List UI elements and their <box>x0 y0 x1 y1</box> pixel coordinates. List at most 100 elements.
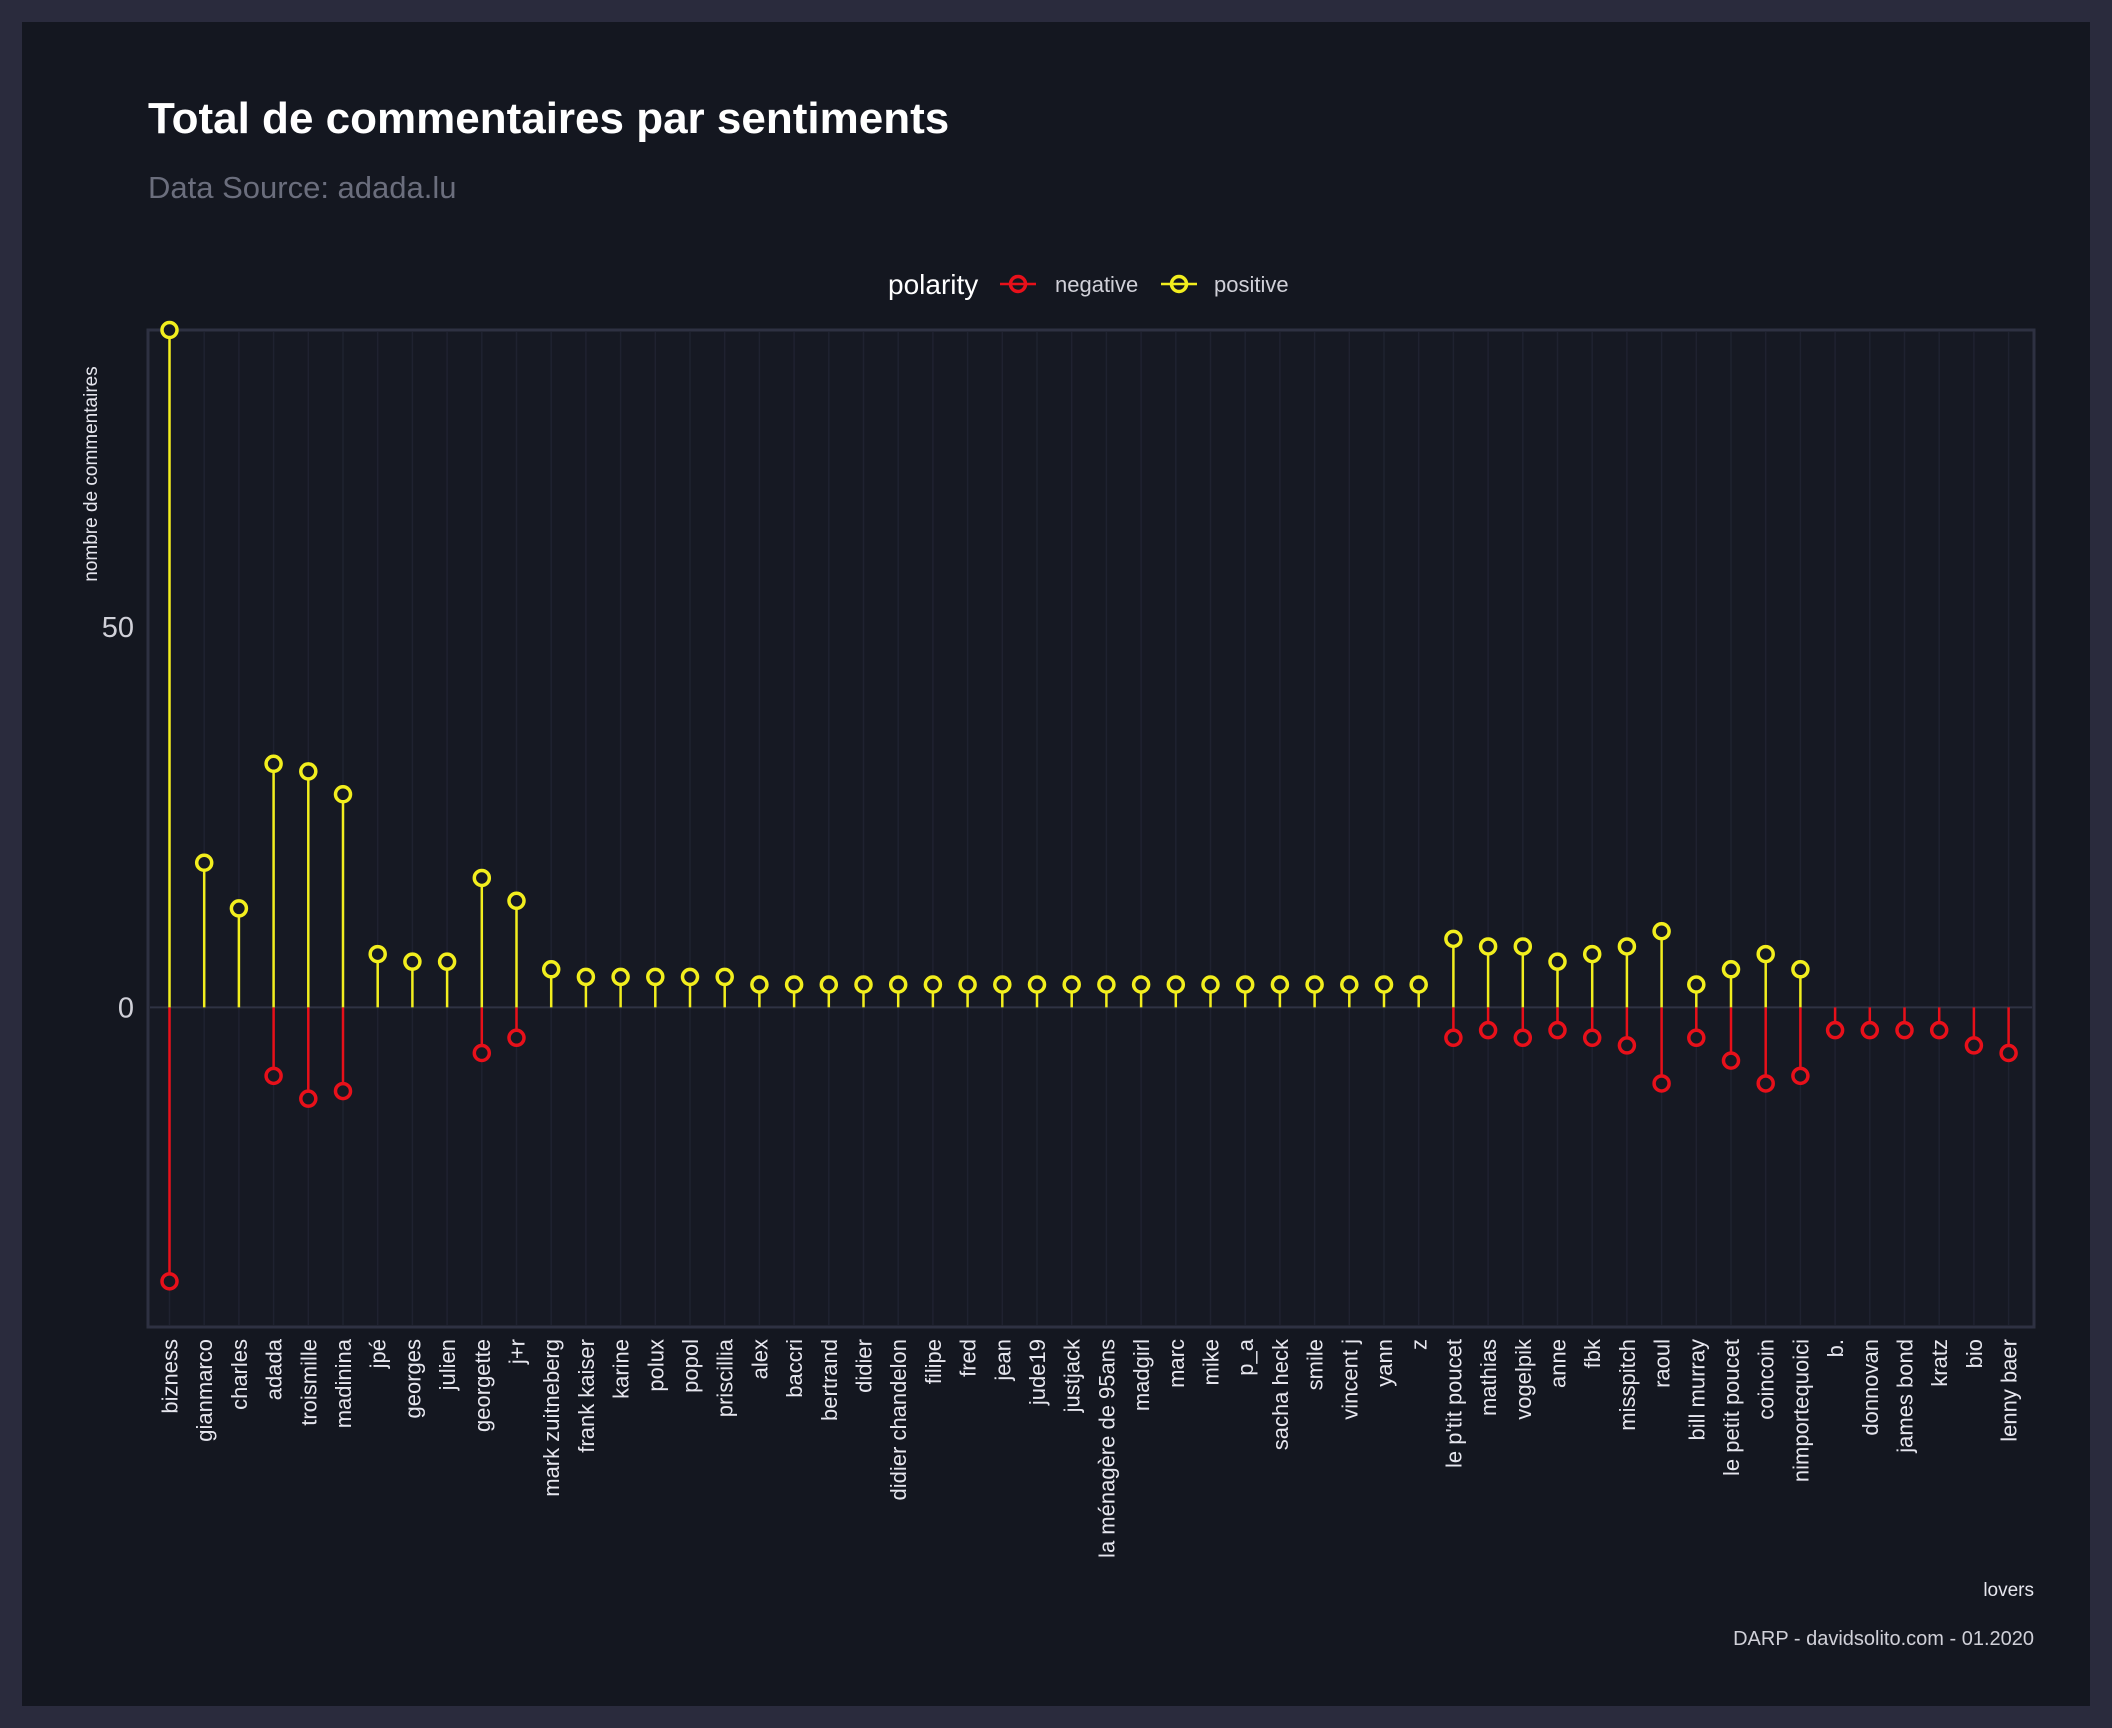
point-negative <box>1756 1074 1775 1093</box>
point-negative <box>1478 1020 1498 1040</box>
point-positive <box>1340 975 1359 994</box>
x-tick-label: frank kaiser <box>574 1339 599 1453</box>
x-tick-label: bill murray <box>1684 1339 1709 1440</box>
point-positive <box>784 975 804 994</box>
x-tick-label: charles <box>227 1339 252 1410</box>
x-tick-label: jude19 <box>1025 1339 1050 1406</box>
x-tick-label: le p'tit poucet <box>1441 1339 1466 1468</box>
plot-panel: 0 50 bizness gianmarco charles adada troismil… <box>102 320 2036 1558</box>
x-tick-label: baccri <box>782 1339 807 1398</box>
x-tick-label: fbk <box>1580 1338 1605 1368</box>
x-tick-label: polux <box>643 1339 668 1392</box>
point-negative <box>507 1028 526 1048</box>
x-tick-label: z <box>1407 1339 1432 1350</box>
point-positive <box>264 754 283 774</box>
point-positive <box>541 960 561 979</box>
point-positive <box>160 320 179 340</box>
x-tick-label: donnovan <box>1858 1339 1883 1436</box>
point-negative <box>1721 1051 1741 1070</box>
x-tick-label: troismille <box>296 1339 321 1426</box>
x-tick-label: anne <box>1546 1339 1571 1388</box>
point-negative <box>160 1272 179 1291</box>
x-tick-label: karine <box>609 1339 634 1399</box>
x-tick-label: mark zuitneberg <box>539 1339 564 1497</box>
x-tick-label: madinina <box>331 1338 356 1428</box>
point-positive <box>576 967 596 987</box>
x-tick-label: madgirl <box>1129 1339 1154 1411</box>
point-positive <box>1131 975 1151 994</box>
point-negative <box>1444 1028 1463 1048</box>
point-positive <box>1756 944 1775 964</box>
point-negative <box>472 1043 492 1063</box>
point-positive <box>646 967 665 987</box>
point-negative <box>1825 1020 1845 1040</box>
x-tick-label: b. <box>1823 1339 1848 1357</box>
chart-container: Total de commentaires par sentiments Dat… <box>22 22 2090 1706</box>
legend-key-positive <box>1161 274 1197 294</box>
point-positive <box>819 975 839 994</box>
point-positive <box>472 868 492 888</box>
x-tick-label: p_a <box>1233 1338 1258 1375</box>
point-positive <box>1062 975 1081 994</box>
x-axis-title: lovers <box>1983 1580 2034 1601</box>
x-tick-label: mike <box>1199 1339 1224 1385</box>
point-positive <box>194 853 214 872</box>
point-negative <box>264 1066 283 1086</box>
x-tick-label: georges <box>400 1339 425 1419</box>
x-tick-label: kratz <box>1927 1339 1952 1387</box>
point-positive <box>1235 975 1255 994</box>
point-negative <box>1929 1020 1949 1040</box>
x-tick-label: mathias <box>1476 1339 1501 1416</box>
y-axis-ticks: 0 50 <box>102 612 134 1025</box>
point-positive <box>1652 921 1671 941</box>
y-tick-label: 0 <box>118 992 134 1024</box>
x-tick-label: julien <box>435 1339 460 1391</box>
x-tick-label: justjack <box>1060 1338 1085 1413</box>
x-tick-label: didier <box>852 1339 877 1393</box>
point-positive <box>1374 975 1394 994</box>
point-positive <box>958 975 977 994</box>
plot-border <box>146 328 2036 1329</box>
point-negative <box>1964 1036 1984 1055</box>
point-negative <box>1582 1028 1602 1048</box>
chart-title: Total de commentaires par sentiments <box>148 94 949 143</box>
chart-subtitle: Data Source: adada.lu <box>148 170 457 205</box>
point-positive <box>854 975 873 994</box>
point-positive <box>299 762 318 781</box>
point-negative <box>1617 1036 1637 1055</box>
x-tick-label: misspitch <box>1615 1339 1640 1431</box>
point-positive <box>611 967 630 987</box>
lollipop-points <box>160 320 2018 1291</box>
x-tick-label: j+r <box>505 1339 530 1365</box>
point-positive <box>1444 929 1463 949</box>
point-positive <box>680 967 700 987</box>
point-positive <box>403 952 422 971</box>
point-negative <box>1687 1028 1706 1048</box>
point-positive <box>1617 937 1637 956</box>
x-tick-label: gianmarco <box>192 1339 217 1442</box>
legend-label-negative: negative <box>1055 272 1138 297</box>
x-tick-label: smile <box>1303 1339 1328 1390</box>
point-positive <box>750 975 769 994</box>
point-positive <box>1791 960 1810 979</box>
point-positive <box>888 975 908 994</box>
x-tick-label: sacha heck <box>1268 1338 1293 1450</box>
point-positive <box>1548 952 1567 971</box>
x-tick-label: yann <box>1372 1339 1397 1387</box>
x-tick-label: fred <box>956 1339 981 1377</box>
x-tick-label: jpé <box>366 1339 391 1369</box>
point-positive <box>1513 937 1533 956</box>
point-positive <box>437 952 457 971</box>
point-positive <box>993 975 1012 994</box>
x-tick-label: vogelpik <box>1511 1338 1536 1420</box>
y-axis-title: nombre de commentaires <box>81 366 102 581</box>
point-negative <box>1548 1020 1567 1040</box>
point-positive <box>1687 975 1706 994</box>
legend-title: polarity <box>888 269 978 300</box>
x-tick-label: didier chandelon <box>886 1339 911 1500</box>
chart-canvas: Total de commentaires par sentiments Dat… <box>81 94 2036 1650</box>
point-positive <box>715 967 734 987</box>
point-positive <box>1305 975 1324 994</box>
point-negative <box>1895 1020 1914 1040</box>
point-positive <box>507 891 526 911</box>
